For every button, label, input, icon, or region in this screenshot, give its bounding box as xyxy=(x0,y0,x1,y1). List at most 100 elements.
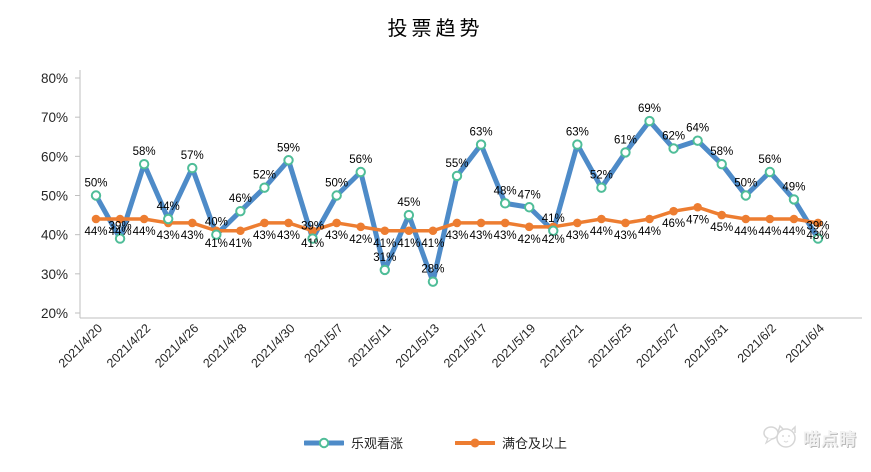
series-line-optimistic xyxy=(93,118,821,285)
svg-text:41%: 41% xyxy=(421,238,444,250)
svg-text:43%: 43% xyxy=(494,230,517,242)
svg-text:48%: 48% xyxy=(494,185,517,197)
svg-text:2021/5/13: 2021/5/13 xyxy=(393,321,442,370)
svg-text:42%: 42% xyxy=(349,234,372,246)
y-axis-tick-labels: 20% 30% 40% 50% 60% 70% 80% xyxy=(41,71,80,321)
svg-text:2021/4/26: 2021/4/26 xyxy=(152,321,201,370)
svg-text:49%: 49% xyxy=(782,181,805,193)
svg-text:2021/4/30: 2021/4/30 xyxy=(248,321,297,370)
svg-text:50%: 50% xyxy=(84,178,107,190)
svg-text:52%: 52% xyxy=(590,170,613,182)
svg-text:80%: 80% xyxy=(41,71,68,86)
svg-text:43%: 43% xyxy=(445,230,468,242)
legend-label-fullposition: 满仓及以上 xyxy=(502,436,568,451)
svg-text:43%: 43% xyxy=(277,230,300,242)
watermark-text: 喵点睛 xyxy=(803,429,857,449)
svg-text:47%: 47% xyxy=(686,214,709,226)
data-labels-fullposition: 44% 44% 44% 43% 43%41% 41%43% 43%41%43% 42% 41% 4… xyxy=(84,214,829,250)
svg-text:40%: 40% xyxy=(205,217,228,229)
svg-text:2021/5/19: 2021/5/19 xyxy=(489,321,538,370)
svg-text:39%: 39% xyxy=(301,221,324,233)
svg-text:42%: 42% xyxy=(542,234,565,246)
x-axis-tick-labels: 2021/4/202021/4/222021/4/262021/4/282021… xyxy=(56,321,827,370)
watermark: 喵点睛 xyxy=(763,424,857,450)
svg-text:56%: 56% xyxy=(349,154,372,166)
svg-text:52%: 52% xyxy=(253,170,276,182)
svg-text:44%: 44% xyxy=(638,226,661,238)
legend-item-fullposition: 满仓及以上 xyxy=(455,433,567,452)
svg-text:41%: 41% xyxy=(301,238,324,250)
svg-text:43%: 43% xyxy=(253,230,276,242)
svg-text:31%: 31% xyxy=(373,252,396,264)
svg-text:70%: 70% xyxy=(41,110,68,125)
svg-text:43%: 43% xyxy=(806,230,829,242)
svg-text:42%: 42% xyxy=(518,234,541,246)
svg-text:50%: 50% xyxy=(325,178,348,190)
svg-text:41%: 41% xyxy=(205,238,228,250)
svg-text:44%: 44% xyxy=(782,226,805,238)
svg-text:44%: 44% xyxy=(590,226,613,238)
svg-text:39%: 39% xyxy=(109,221,132,233)
svg-text:30%: 30% xyxy=(41,267,68,282)
chart-canvas: 20%30%40%50%60%70%80%2021/4/202021/4/222… xyxy=(41,70,862,370)
svg-text:2021/5/11: 2021/5/11 xyxy=(345,321,394,370)
svg-text:60%: 60% xyxy=(41,149,68,164)
svg-text:2021/4/22: 2021/4/22 xyxy=(104,321,153,370)
chart-legend: 乐观看涨 满仓及以上 xyxy=(0,433,871,452)
svg-text:57%: 57% xyxy=(181,150,204,162)
svg-text:2021/5/17: 2021/5/17 xyxy=(441,321,490,370)
svg-text:63%: 63% xyxy=(566,127,589,139)
svg-text:2021/6/4: 2021/6/4 xyxy=(783,321,827,365)
svg-text:44%: 44% xyxy=(157,201,180,213)
svg-text:46%: 46% xyxy=(229,193,252,205)
chart-title: 投票趋势 xyxy=(387,16,484,40)
data-labels-optimistic: 50%39%58%44%57%40%46%52%59%39%50%56%31%4… xyxy=(84,103,829,276)
svg-text:41%: 41% xyxy=(542,213,565,225)
svg-text:56%: 56% xyxy=(758,154,781,166)
svg-text:2021/4/28: 2021/4/28 xyxy=(200,321,249,370)
legend-label-optimistic: 乐观看涨 xyxy=(350,436,403,451)
svg-text:64%: 64% xyxy=(686,123,709,135)
svg-text:28%: 28% xyxy=(421,264,444,276)
svg-text:44%: 44% xyxy=(758,226,781,238)
svg-text:41%: 41% xyxy=(397,238,420,250)
svg-text:69%: 69% xyxy=(638,103,661,115)
legend-line-marker-orange-icon xyxy=(455,438,495,447)
svg-text:43%: 43% xyxy=(614,230,637,242)
svg-text:50%: 50% xyxy=(734,178,757,190)
svg-text:2021/5/27: 2021/5/27 xyxy=(634,321,683,370)
svg-text:59%: 59% xyxy=(277,142,300,154)
svg-text:44%: 44% xyxy=(109,226,132,238)
svg-text:43%: 43% xyxy=(157,230,180,242)
svg-text:45%: 45% xyxy=(397,197,420,209)
svg-text:43%: 43% xyxy=(470,230,493,242)
svg-text:20%: 20% xyxy=(41,306,68,321)
svg-text:50%: 50% xyxy=(41,189,68,204)
svg-text:44%: 44% xyxy=(84,226,107,238)
svg-text:46%: 46% xyxy=(662,218,685,230)
cat-with-speech-bubble-icon xyxy=(763,424,796,448)
svg-text:47%: 47% xyxy=(518,189,541,201)
svg-text:44%: 44% xyxy=(734,226,757,238)
svg-text:61%: 61% xyxy=(614,134,637,146)
svg-text:2021/4/20: 2021/4/20 xyxy=(56,321,105,370)
svg-text:43%: 43% xyxy=(181,230,204,242)
svg-text:55%: 55% xyxy=(445,158,468,170)
svg-text:2021/5/7: 2021/5/7 xyxy=(301,321,345,365)
svg-text:43%: 43% xyxy=(566,230,589,242)
svg-text:43%: 43% xyxy=(325,230,348,242)
svg-text:2021/5/21: 2021/5/21 xyxy=(537,321,586,370)
svg-text:2021/5/25: 2021/5/25 xyxy=(585,321,634,370)
svg-text:2021/6/2: 2021/6/2 xyxy=(735,321,779,365)
svg-text:41%: 41% xyxy=(229,238,252,250)
svg-text:63%: 63% xyxy=(470,127,493,139)
svg-text:2021/5/31: 2021/5/31 xyxy=(682,321,731,370)
svg-text:40%: 40% xyxy=(41,228,68,243)
svg-text:58%: 58% xyxy=(710,146,733,158)
series-markers-optimistic xyxy=(90,115,824,287)
svg-text:41%: 41% xyxy=(373,238,396,250)
legend-item-optimistic: 乐观看涨 xyxy=(303,433,403,452)
legend-line-marker-blue-icon xyxy=(303,437,344,448)
svg-text:62%: 62% xyxy=(662,131,685,143)
